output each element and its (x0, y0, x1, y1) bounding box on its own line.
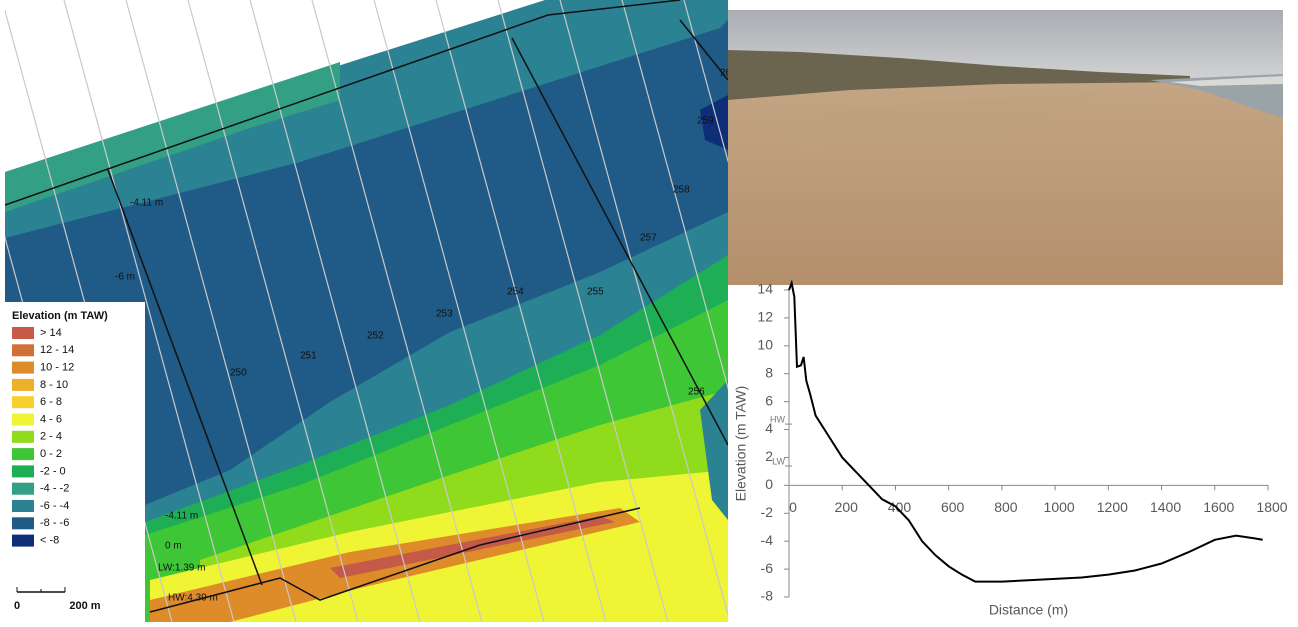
map-label: 256 (688, 387, 705, 398)
x-tick-label: 1400 (1150, 499, 1181, 515)
figure: -4.11 m -6 m 250 251 252 253 254 255 256 257 258 25… (0, 0, 1298, 622)
scale-label: 200 m (69, 600, 100, 612)
photo (728, 10, 1283, 285)
profile-line (789, 283, 1263, 582)
map-label: 255 (587, 287, 604, 298)
map-label: LW:1.39 m (158, 563, 205, 574)
x-tick-label: 1600 (1203, 499, 1234, 515)
x-axis-label: Distance (m) (989, 602, 1068, 618)
map-label: 257 (640, 233, 657, 244)
map-label: 252 (367, 331, 384, 342)
x-tick-label: 800 (994, 499, 1018, 515)
legend-label: -6 - -4 (40, 500, 69, 512)
y-tick-label: -6 (761, 560, 774, 576)
legend-swatch (12, 396, 34, 408)
legend-swatch (12, 379, 34, 391)
legend-swatch (12, 483, 34, 495)
legend-swatch (12, 500, 34, 512)
legend-swatch (12, 535, 34, 547)
legend-label: 8 - 10 (40, 379, 68, 391)
y-tick-label: 14 (757, 281, 773, 297)
legend-label: < -8 (40, 535, 59, 547)
map-label: 251 (300, 351, 317, 362)
legend-label: -2 - 0 (40, 465, 66, 477)
legend-label: 6 - 8 (40, 396, 62, 408)
legend-label: > 14 (40, 327, 62, 339)
annotation-label: LW (772, 456, 785, 466)
y-tick-label: 0 (765, 476, 773, 492)
y-tick-label: -2 (761, 504, 774, 520)
x-tick-label: 1800 (1256, 499, 1287, 515)
x-tick-label: 600 (941, 499, 965, 515)
map-label: 250 (230, 368, 247, 379)
legend-swatch (12, 448, 34, 460)
map-label: 254 (507, 287, 524, 298)
map-label: 259 (697, 116, 714, 127)
legend-label: -8 - -6 (40, 517, 69, 529)
legend-swatch (12, 414, 34, 426)
y-tick-label: 8 (765, 364, 773, 380)
x-tick-label: 1200 (1097, 499, 1128, 515)
legend-label: 12 - 14 (40, 344, 74, 356)
legend-swatch (12, 465, 34, 477)
map-label: 258 (673, 185, 690, 196)
legend-label: 10 - 12 (40, 362, 74, 374)
map-label: -4.11 m (130, 198, 163, 209)
y-tick-label: -4 (761, 532, 774, 548)
x-tick-label: 200 (835, 499, 859, 515)
legend-swatch (12, 362, 34, 374)
map-label: 253 (436, 309, 453, 320)
map-label: 0 m (165, 541, 182, 552)
map-label: HW:4.39 m (168, 593, 218, 604)
y-axis-label: Elevation (m TAW) (733, 386, 749, 502)
legend-swatch (12, 327, 34, 339)
y-tick-label: 10 (757, 337, 773, 353)
legend-label: 0 - 2 (40, 448, 62, 460)
y-tick-label: 12 (757, 309, 773, 325)
map-label: -4.11 m (165, 511, 198, 522)
y-tick-label: -8 (761, 588, 774, 604)
scale-label: 0 (14, 600, 20, 612)
legend-label: -4 - -2 (40, 483, 69, 495)
legend-swatch (12, 344, 34, 356)
legend-title: Elevation (m TAW) (12, 310, 108, 322)
legend-swatch (12, 431, 34, 443)
map-label: -6 m (115, 272, 135, 283)
annotation-label: HW (770, 414, 785, 424)
y-tick-label: 6 (765, 392, 773, 408)
legend-label: 2 - 4 (40, 431, 62, 443)
x-tick-label: 0 (789, 499, 797, 515)
legend-label: 4 - 6 (40, 413, 62, 425)
legend-swatch (12, 517, 34, 529)
x-tick-label: 1000 (1044, 499, 1075, 515)
x-tick-label: 400 (888, 499, 912, 515)
